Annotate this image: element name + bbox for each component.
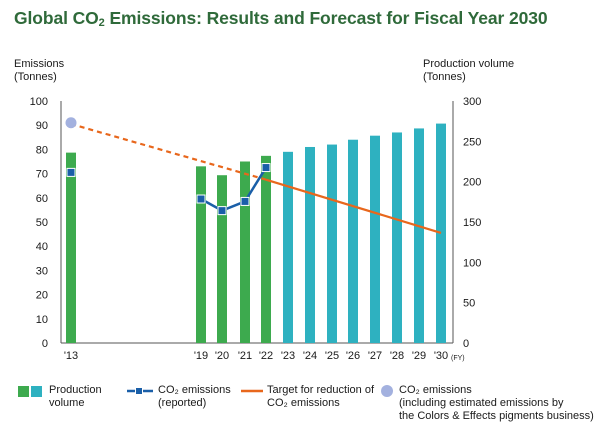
legend-estimated-marker	[381, 385, 393, 397]
production-bar	[217, 175, 227, 343]
right-tick-label: 100	[463, 257, 481, 269]
production-bar	[370, 135, 380, 343]
x-tick-label: '21	[238, 350, 252, 362]
legend-production-actual-swatch	[18, 386, 29, 397]
reported-marker	[261, 163, 271, 173]
target-line-dashed	[70, 122, 267, 181]
x-tick-label: '13	[64, 350, 78, 362]
legend-production-forecast-swatch	[31, 386, 42, 397]
x-tick-label: '29	[412, 350, 426, 362]
right-axis-title-line-2: (Tonnes)	[423, 71, 466, 83]
x-tick-label: '28	[390, 350, 404, 362]
right-tick-label: 150	[463, 217, 481, 229]
x-axis-fy-label: (FY)	[451, 355, 465, 362]
legend-reported-line-marker	[127, 387, 153, 395]
legend-target-line-2: CO₂ emissions	[267, 397, 340, 409]
production-bar	[196, 166, 206, 343]
left-axis-title-line-1: Emissions	[14, 58, 65, 70]
legend-production-line-1: Production	[49, 384, 102, 396]
left-tick-label: 50	[36, 217, 48, 229]
production-bar	[327, 144, 337, 343]
left-tick-label: 100	[30, 96, 48, 108]
reported-marker	[196, 194, 206, 204]
left-tick-label: 40	[36, 241, 48, 253]
legend-target-line-1: Target for reduction of	[267, 384, 375, 396]
production-bar	[305, 146, 315, 343]
left-tick-label: 0	[42, 338, 48, 350]
production-bar	[436, 123, 446, 343]
production-bar	[283, 151, 293, 343]
legend-production-label: Production volume	[49, 384, 102, 410]
x-tick-label: '26	[346, 350, 360, 362]
legend-estimated-line-2: (including estimated emissions by	[399, 397, 564, 409]
legend-target-label: Target for reduction of CO₂ emissions	[267, 384, 374, 410]
x-tick-label: '20	[215, 350, 229, 362]
chart-title: Global CO2 Emissions: Results and Foreca…	[14, 8, 548, 29]
left-tick-label: 90	[36, 120, 48, 132]
reported-marker	[217, 206, 227, 216]
left-tick-label: 30	[36, 265, 48, 277]
chart-plot: 0 10 20 30 40 50 60 70 80 90 100 0 50 100 150 200 250 300…	[30, 96, 482, 362]
production-bar	[414, 128, 424, 343]
reported-line	[200, 166, 268, 213]
reported-marker	[66, 167, 76, 177]
x-tick-label: '22	[259, 350, 273, 362]
estimated-marker	[65, 117, 77, 129]
left-tick-label: 10	[36, 314, 48, 326]
x-tick-label: '19	[194, 350, 208, 362]
right-axis-title: Production volume (Tonnes)	[423, 58, 514, 84]
right-tick-label: 200	[463, 177, 481, 189]
legend-estimated-line-1: CO₂ emissions	[399, 384, 472, 396]
x-tick-label: '25	[325, 350, 339, 362]
right-tick-label: 0	[463, 338, 469, 350]
x-tick-label: '30	[434, 350, 448, 362]
target-line-solid	[265, 178, 442, 234]
right-tick-label: 300	[463, 96, 481, 108]
right-tick-label: 50	[463, 298, 475, 310]
reported-marker	[240, 196, 250, 206]
production-bar	[261, 155, 271, 343]
production-bar	[348, 139, 358, 343]
left-axis-title: Emissions (Tonnes)	[14, 58, 64, 84]
legend-reported-line-1: CO₂ emissions	[158, 384, 231, 396]
x-tick-label: '23	[281, 350, 295, 362]
left-tick-label: 80	[36, 144, 48, 156]
x-tick-label: '27	[368, 350, 382, 362]
left-axis-title-line-2: (Tonnes)	[14, 71, 57, 83]
left-tick-label: 60	[36, 193, 48, 205]
production-bar	[392, 132, 402, 343]
production-bar	[66, 152, 76, 343]
legend-target-line	[241, 389, 263, 393]
production-bar	[240, 161, 250, 343]
left-tick-label: 70	[36, 169, 48, 181]
legend-reported-label: CO₂ emissions (reported)	[158, 384, 231, 410]
left-tick-label: 20	[36, 290, 48, 302]
legend-estimated-label: CO₂ emissions (including estimated emiss…	[399, 384, 594, 423]
right-axis-title-line-1: Production volume	[423, 58, 515, 70]
x-tick-label: '24	[303, 350, 317, 362]
legend-estimated-line-3: the Colors & Effects pigments business)	[399, 410, 594, 422]
legend-production-line-2: volume	[49, 397, 85, 409]
right-tick-label: 250	[463, 136, 481, 148]
legend-reported-line-2: (reported)	[158, 397, 207, 409]
